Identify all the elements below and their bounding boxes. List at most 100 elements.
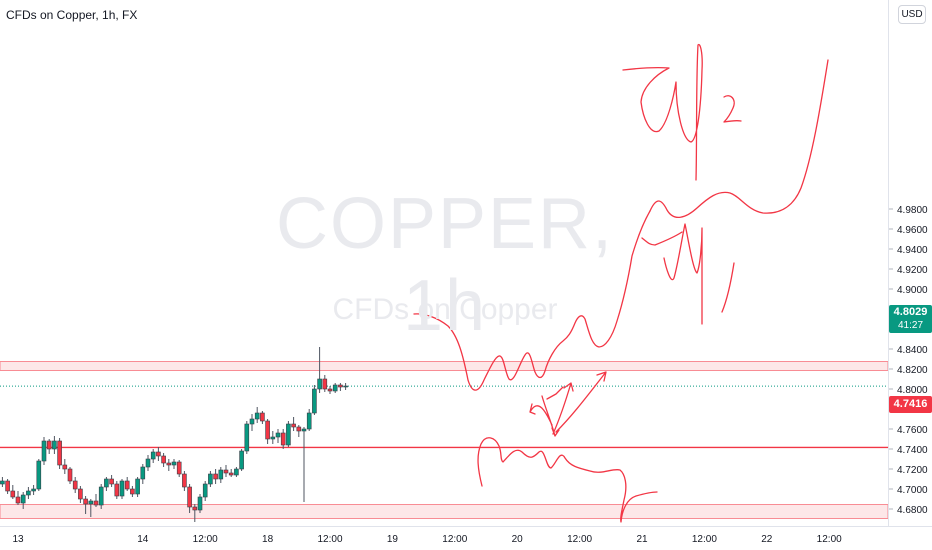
time-tick-label: 12:00 (317, 534, 342, 545)
candle-body (234, 468, 239, 476)
price-axis-ticks: 4.68004.70004.72004.74004.76004.78004.80… (889, 205, 928, 516)
candle-body (124, 480, 130, 490)
time-tick-label: 12:00 (442, 534, 467, 545)
time-tick-label: 13 (12, 534, 24, 545)
price-tick-label: 4.8000 (897, 385, 928, 396)
candle-body (156, 451, 161, 457)
candle-body (306, 412, 312, 430)
candle-body (249, 418, 255, 425)
candle-body (140, 466, 146, 480)
candle-body (171, 461, 177, 466)
candle (166, 459, 172, 471)
candle (83, 496, 88, 514)
candle-body (41, 440, 47, 462)
candle-body (88, 500, 94, 505)
time-tick-label: 22 (761, 534, 773, 545)
candle (322, 375, 328, 392)
candle-body (286, 423, 291, 446)
candle (98, 484, 104, 509)
candle-body (223, 469, 229, 474)
candle-body (109, 478, 114, 485)
candle-body (57, 440, 62, 466)
time-tick-label: 12:00 (692, 534, 717, 545)
candle (176, 460, 182, 477)
candle (244, 421, 250, 454)
candle (36, 459, 42, 491)
candle-body (244, 423, 250, 452)
drawing-path (641, 223, 735, 325)
candle (171, 459, 177, 469)
candle (46, 439, 52, 454)
price-tick-label: 4.7000 (897, 485, 928, 496)
horizontal-lines (0, 385, 888, 449)
candle (62, 459, 68, 474)
candle (88, 499, 94, 517)
candle (187, 484, 192, 513)
candle-body (0, 480, 5, 485)
candle (202, 481, 208, 501)
candle (104, 477, 109, 491)
time-tick-label: 12:00 (567, 534, 592, 545)
support-resistance-zone (0, 504, 889, 519)
candle-body (228, 472, 234, 476)
candle (78, 486, 83, 503)
highlight-zones (0, 361, 889, 519)
candle-body (26, 490, 31, 496)
candle (10, 485, 16, 499)
candle-body (78, 488, 83, 500)
price-tick-label: 4.9000 (897, 285, 928, 296)
price-tick-label: 4.7400 (897, 445, 928, 456)
price-tick-label: 4.7200 (897, 465, 928, 476)
candle (31, 485, 36, 495)
horizontal-line-price-tag: 4.7416 (889, 396, 932, 413)
candle (286, 421, 291, 447)
chart-title[interactable]: CFDs on Copper, 1h, FX (6, 8, 138, 22)
candle (20, 492, 26, 509)
candle (270, 431, 276, 444)
candle-body (322, 378, 328, 390)
candle (109, 475, 114, 487)
candle (93, 494, 99, 507)
candle-body (208, 473, 213, 485)
candle (332, 383, 338, 393)
price-axis[interactable]: 4.68004.70004.72004.74004.76004.78004.80… (888, 0, 929, 526)
candle (223, 465, 229, 477)
candle (343, 383, 348, 390)
candle-body (10, 490, 16, 498)
candle-body (239, 450, 244, 470)
current-price-tag: 4.8029 41:27 (889, 305, 932, 333)
candle (124, 477, 130, 491)
currency-button[interactable]: USD (898, 5, 926, 24)
candle-body (93, 500, 99, 506)
freehand-drawings (413, 43, 829, 523)
candle-body (46, 440, 52, 450)
candle-body (327, 388, 333, 392)
candle (41, 437, 47, 465)
candle-body (135, 478, 140, 495)
candle-body (260, 412, 265, 422)
price-tick-label: 4.9600 (897, 225, 928, 236)
candle (338, 383, 343, 391)
candle (52, 436, 57, 454)
candle (182, 471, 187, 491)
candle (57, 438, 62, 469)
candle (119, 479, 125, 499)
candle (208, 471, 213, 487)
time-tick-label: 18 (262, 534, 274, 545)
time-tick-label: 12:00 (817, 534, 842, 545)
candle-body (343, 385, 348, 388)
candle-body (72, 480, 78, 490)
candle-body (338, 384, 343, 388)
drawing-path (622, 43, 703, 181)
time-tick-label: 19 (387, 534, 399, 545)
candle-body (114, 483, 120, 497)
price-tick-label: 4.8400 (897, 345, 928, 356)
candle (26, 487, 31, 499)
candle-body (20, 494, 26, 504)
candle-body (197, 496, 203, 511)
drawing-path (649, 59, 829, 218)
price-tick-label: 4.6800 (897, 505, 928, 516)
time-axis[interactable]: 13 14 12:00 18 12:00 19 12:00 20 12:00 21 12:00 22 1… (0, 526, 932, 546)
candle-body (52, 440, 57, 450)
